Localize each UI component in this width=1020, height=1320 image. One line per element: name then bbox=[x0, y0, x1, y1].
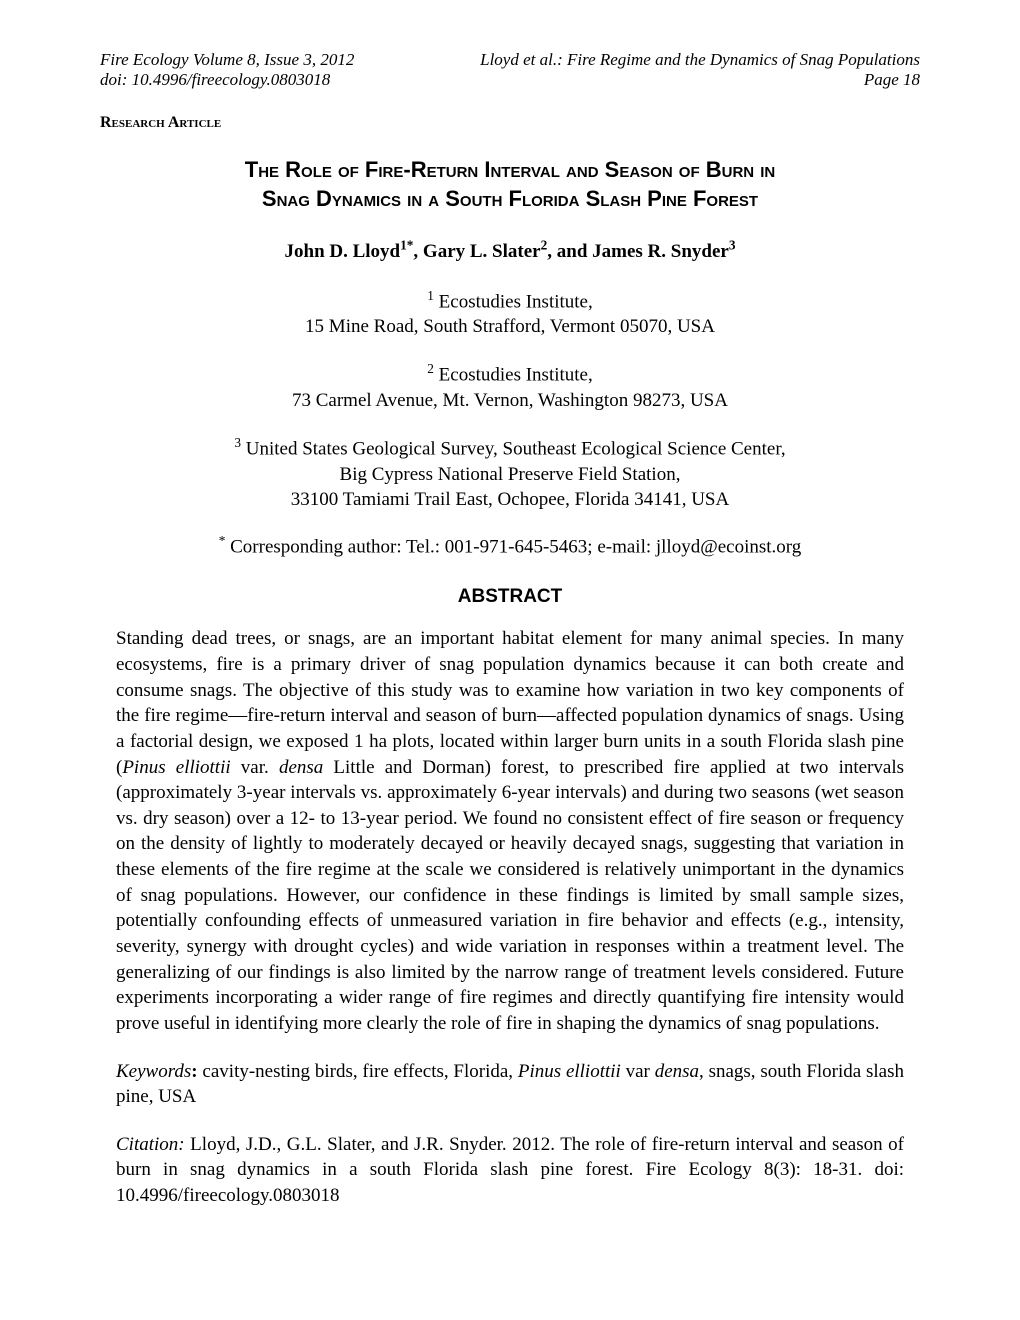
keywords-species2: densa bbox=[655, 1061, 699, 1082]
authors: John D. Lloyd1*, Gary L. Slater2, and Ja… bbox=[100, 237, 920, 262]
affiliation-3: 3 United States Geological Survey, South… bbox=[100, 434, 920, 513]
doi: doi: 10.4996/fireecology.0803018 bbox=[100, 70, 354, 90]
affiliation-sup-3: 3 bbox=[234, 435, 241, 450]
affiliation-3-line2: Big Cypress National Preserve Field Stat… bbox=[340, 464, 681, 485]
keywords-text2: var bbox=[621, 1061, 655, 1082]
affiliation-3-line3: 33100 Tamiami Trail East, Ochopee, Flori… bbox=[291, 489, 729, 510]
corresponding-text: Corresponding author: Tel.: 001-971-645-… bbox=[225, 536, 801, 557]
abstract-part1: Standing dead trees, or snags, are an im… bbox=[116, 628, 904, 777]
affiliation-3-line1: United States Geological Survey, Southea… bbox=[241, 438, 786, 459]
affiliation-sup-2: 2 bbox=[427, 361, 434, 376]
article-title: The Role of Fire-Return Interval and Sea… bbox=[100, 156, 920, 213]
header-right: Lloyd et al.: Fire Regime and the Dynami… bbox=[480, 50, 920, 90]
abstract-body: Standing dead trees, or snags, are an im… bbox=[116, 626, 904, 1036]
author-1: John D. Lloyd1*, Gary L. Slater2, and Ja… bbox=[285, 241, 736, 262]
title-line-1: The Role of Fire-Return Interval and Sea… bbox=[100, 156, 920, 185]
keywords-species1: Pinus elliottii bbox=[518, 1061, 621, 1082]
citation-section: Citation: Lloyd, J.D., G.L. Slater, and … bbox=[116, 1132, 904, 1209]
title-line-2: Snag Dynamics in a South Florida Slash P… bbox=[100, 185, 920, 214]
keywords-text1: cavity-nesting birds, fire effects, Flor… bbox=[198, 1061, 518, 1082]
affiliation-1: 1 Ecostudies Institute, 15 Mine Road, So… bbox=[100, 287, 920, 341]
affiliation-1-line2: 15 Mine Road, South Strafford, Vermont 0… bbox=[305, 316, 715, 337]
citation-text: Lloyd, J.D., G.L. Slater, and J.R. Snyde… bbox=[116, 1134, 904, 1206]
abstract-species2: densa bbox=[279, 757, 323, 778]
keywords-label: Keywords bbox=[116, 1061, 191, 1082]
header-left: Fire Ecology Volume 8, Issue 3, 2012 doi… bbox=[100, 50, 354, 90]
abstract-part2: var. bbox=[231, 757, 279, 778]
affiliation-2-line2: 73 Carmel Avenue, Mt. Vernon, Washington… bbox=[292, 390, 728, 411]
keywords-section: Keywords: cavity-nesting birds, fire eff… bbox=[116, 1059, 904, 1110]
running-header: Fire Ecology Volume 8, Issue 3, 2012 doi… bbox=[100, 50, 920, 90]
corresponding-author: * Corresponding author: Tel.: 001-971-64… bbox=[100, 533, 920, 558]
affiliation-2-line1: Ecostudies Institute, bbox=[434, 364, 593, 385]
page-number: Page 18 bbox=[480, 70, 920, 90]
abstract-heading: ABSTRACT bbox=[100, 586, 920, 608]
article-type: Research Article bbox=[100, 114, 920, 132]
abstract-species1: Pinus elliottii bbox=[122, 757, 230, 778]
affiliation-1-line1: Ecostudies Institute, bbox=[434, 291, 593, 312]
journal-issue: Fire Ecology Volume 8, Issue 3, 2012 bbox=[100, 50, 354, 70]
affiliation-sup-1: 1 bbox=[427, 288, 434, 303]
running-title: Lloyd et al.: Fire Regime and the Dynami… bbox=[480, 50, 920, 70]
affiliation-2: 2 Ecostudies Institute, 73 Carmel Avenue… bbox=[100, 360, 920, 414]
citation-label: Citation: bbox=[116, 1134, 185, 1155]
abstract-part3: Little and Dorman) forest, to prescribed… bbox=[116, 757, 904, 1034]
